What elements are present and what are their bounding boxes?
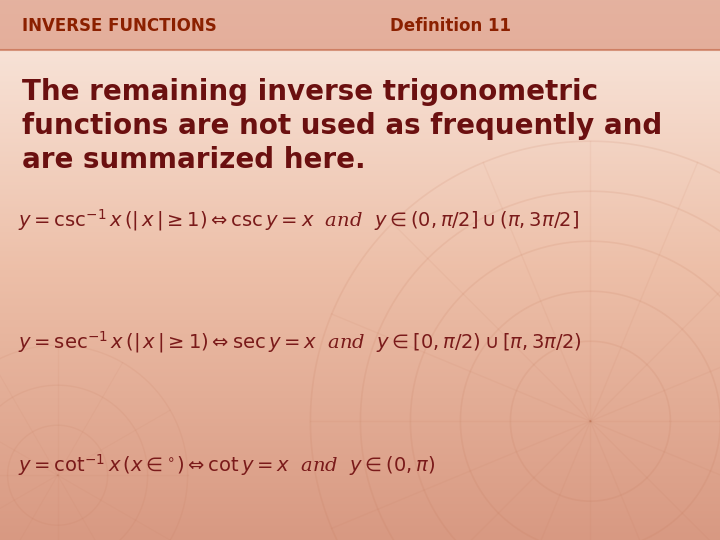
Text: The remaining inverse trigonometric: The remaining inverse trigonometric xyxy=(22,78,598,106)
Text: are summarized here.: are summarized here. xyxy=(22,146,366,174)
Text: functions are not used as frequently and: functions are not used as frequently and xyxy=(22,112,662,140)
Bar xyxy=(0,0,720,50)
Text: $y = \mathrm{cot}^{-1}\,x\,(x \in {}^{\circ}) \Leftrightarrow \mathrm{cot}\,y = : $y = \mathrm{cot}^{-1}\,x\,(x \in {}^{\c… xyxy=(18,452,436,478)
Text: $y = \mathrm{csc}^{-1}\,x\,(|\,x\,|\geq 1) \Leftrightarrow \mathrm{csc}\,y = x$ : $y = \mathrm{csc}^{-1}\,x\,(|\,x\,|\geq … xyxy=(18,207,579,233)
Text: INVERSE FUNCTIONS: INVERSE FUNCTIONS xyxy=(22,17,217,35)
Text: $y = \mathrm{sec}^{-1}\,x\,(|\,x\,|\geq 1) \Leftrightarrow \mathrm{sec}\,y = x$ : $y = \mathrm{sec}^{-1}\,x\,(|\,x\,|\geq … xyxy=(18,329,582,355)
Text: Definition 11: Definition 11 xyxy=(390,17,511,35)
